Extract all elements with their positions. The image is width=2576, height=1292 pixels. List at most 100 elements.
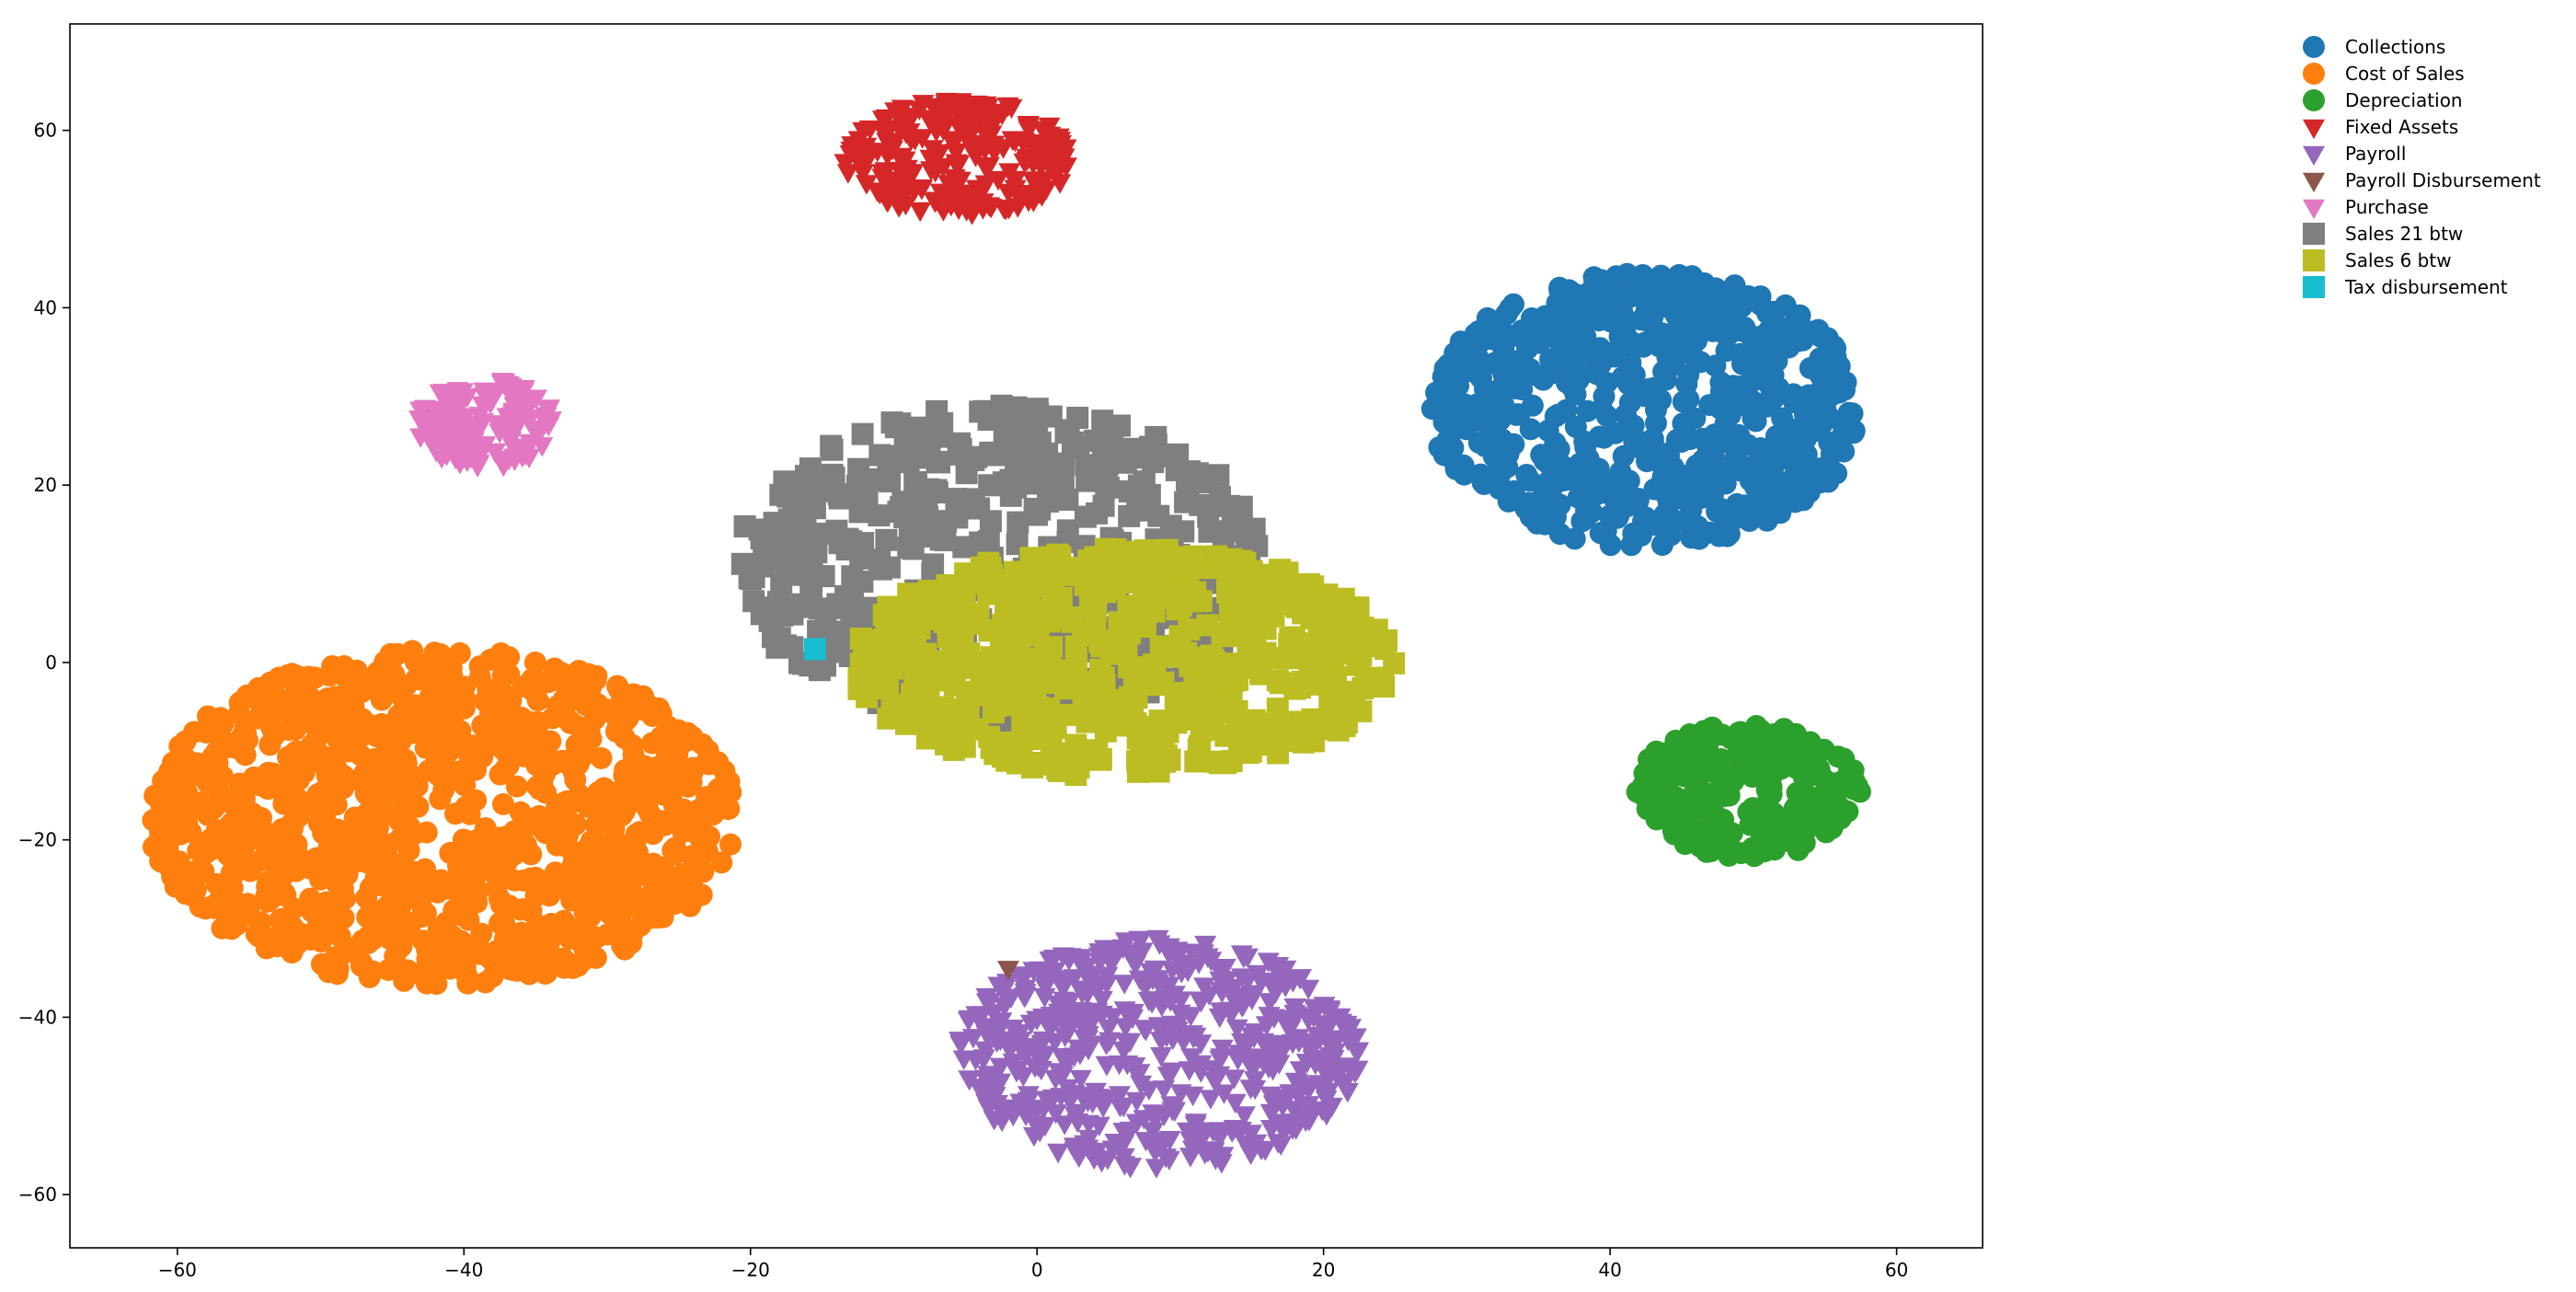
data-point-depreciation bbox=[1745, 715, 1768, 737]
data-point-sales-6-btw bbox=[1125, 663, 1147, 686]
data-point-sales-6-btw bbox=[1094, 720, 1117, 743]
data-point-cost-of-sales bbox=[321, 655, 344, 677]
data-point-purchase bbox=[408, 410, 431, 431]
data-point-payroll bbox=[1228, 1044, 1251, 1065]
x-axis: −60 −40 −20 0 20 40 60 bbox=[158, 1248, 1908, 1281]
data-point-payroll bbox=[1032, 1009, 1055, 1029]
data-point-payroll bbox=[1121, 951, 1144, 971]
data-point-sales-21-btw bbox=[969, 531, 992, 554]
data-point-payroll bbox=[1009, 1094, 1032, 1114]
data-point-payroll bbox=[1282, 1101, 1305, 1121]
data-point-cost-of-sales bbox=[367, 770, 389, 793]
data-point-cost-of-sales bbox=[447, 854, 469, 877]
data-point-payroll bbox=[1029, 1061, 1052, 1081]
legend-label-sales-6-btw: Sales 6 btw bbox=[2345, 249, 2452, 271]
data-point-sales-6-btw bbox=[1303, 639, 1326, 662]
y-tick-label: 60 bbox=[34, 120, 57, 142]
data-point-sales-6-btw bbox=[1288, 710, 1311, 733]
data-point-purchase bbox=[512, 393, 535, 413]
data-point-collections bbox=[1534, 513, 1557, 536]
data-point-sales-21-btw bbox=[1074, 505, 1097, 528]
data-point-fixed-assets bbox=[974, 175, 997, 195]
data-point-cost-of-sales bbox=[564, 768, 587, 791]
data-point-payroll bbox=[1148, 1021, 1171, 1041]
data-point-cost-of-sales bbox=[512, 675, 535, 698]
data-point-collections bbox=[1726, 456, 1749, 479]
data-point-depreciation bbox=[1742, 797, 1765, 820]
data-point-sales-21-btw bbox=[897, 536, 920, 559]
data-point-purchase bbox=[454, 408, 477, 428]
data-point-cost-of-sales bbox=[451, 682, 474, 705]
data-point-fixed-assets bbox=[980, 110, 1003, 131]
data-point-cost-of-sales bbox=[552, 797, 575, 819]
data-point-cost-of-sales bbox=[192, 860, 215, 882]
data-point-payroll bbox=[1285, 1007, 1308, 1027]
data-point-payroll bbox=[1076, 1030, 1099, 1050]
data-point-cost-of-sales bbox=[287, 788, 310, 811]
data-point-cost-of-sales bbox=[710, 851, 733, 874]
data-point-cost-of-sales bbox=[202, 797, 225, 819]
data-point-payroll bbox=[1297, 1038, 1320, 1058]
data-point-sales-21-btw bbox=[1040, 405, 1063, 428]
data-point-payroll bbox=[1169, 991, 1192, 1011]
data-point-collections bbox=[1452, 454, 1475, 477]
data-point-collections bbox=[1754, 336, 1776, 359]
data-point-collections bbox=[1469, 366, 1492, 389]
data-point-cost-of-sales bbox=[640, 761, 662, 784]
data-point-fixed-assets bbox=[893, 180, 915, 201]
data-point-cost-of-sales bbox=[581, 666, 604, 689]
data-point-cost-of-sales bbox=[668, 806, 691, 829]
legend-label-purchase: Purchase bbox=[2345, 196, 2429, 218]
y-tick-label: −60 bbox=[18, 1183, 57, 1205]
data-point-payroll bbox=[1019, 1014, 1042, 1035]
data-point-cost-of-sales bbox=[494, 758, 516, 780]
data-point-cost-of-sales bbox=[332, 764, 355, 787]
data-point-payroll bbox=[996, 974, 1018, 994]
data-point-cost-of-sales bbox=[696, 789, 719, 812]
data-point-payroll bbox=[1071, 1087, 1093, 1107]
data-point-collections bbox=[1515, 464, 1538, 486]
data-point-collections bbox=[1573, 430, 1596, 453]
data-point-payroll bbox=[1077, 1129, 1100, 1150]
data-point-payroll bbox=[1190, 1034, 1213, 1055]
data-point-fixed-assets bbox=[945, 143, 968, 164]
data-point-purchase bbox=[409, 428, 432, 448]
data-point-cost-of-sales bbox=[418, 956, 441, 979]
data-point-depreciation bbox=[1812, 767, 1835, 790]
data-point-payroll bbox=[1097, 1019, 1120, 1040]
data-point-collections bbox=[1548, 279, 1571, 302]
data-point-payroll bbox=[1180, 1048, 1203, 1068]
data-point-payroll bbox=[1232, 949, 1255, 969]
data-point-sales-21-btw bbox=[1144, 426, 1167, 448]
data-point-collections bbox=[1524, 324, 1547, 347]
data-point-depreciation bbox=[1718, 840, 1741, 863]
data-point-cost-of-sales bbox=[528, 875, 550, 898]
data-point-sales-6-btw bbox=[1002, 640, 1025, 662]
data-point-purchase bbox=[442, 394, 465, 414]
data-point-fixed-assets bbox=[875, 109, 898, 130]
data-point-sales-21-btw bbox=[843, 604, 866, 627]
data-point-depreciation bbox=[1739, 813, 1762, 836]
data-point-sales-21-btw bbox=[827, 483, 850, 506]
data-point-cost-of-sales bbox=[566, 953, 589, 976]
data-point-cost-of-sales bbox=[236, 893, 259, 916]
data-point-cost-of-sales bbox=[539, 730, 562, 753]
data-point-cost-of-sales bbox=[257, 695, 280, 717]
data-point-payroll bbox=[958, 1070, 981, 1091]
data-point-payroll bbox=[1153, 1080, 1176, 1101]
x-tick-label: 20 bbox=[1312, 1259, 1335, 1281]
legend-marker-payroll bbox=[2303, 145, 2325, 167]
data-point-purchase bbox=[444, 450, 467, 470]
data-point-cost-of-sales bbox=[233, 835, 256, 858]
data-point-cost-of-sales bbox=[157, 796, 180, 819]
data-point-depreciation bbox=[1693, 720, 1716, 743]
data-point-cost-of-sales bbox=[219, 878, 242, 901]
data-point-payroll bbox=[1244, 1056, 1266, 1077]
data-point-depreciation bbox=[1782, 734, 1805, 757]
data-point-collections bbox=[1638, 377, 1661, 400]
data-point-cost-of-sales bbox=[378, 833, 401, 856]
data-point-payroll bbox=[1210, 1154, 1233, 1174]
x-tick-label: 0 bbox=[1031, 1259, 1043, 1281]
data-point-cost-of-sales bbox=[679, 894, 702, 917]
data-point-fixed-assets bbox=[909, 202, 932, 223]
